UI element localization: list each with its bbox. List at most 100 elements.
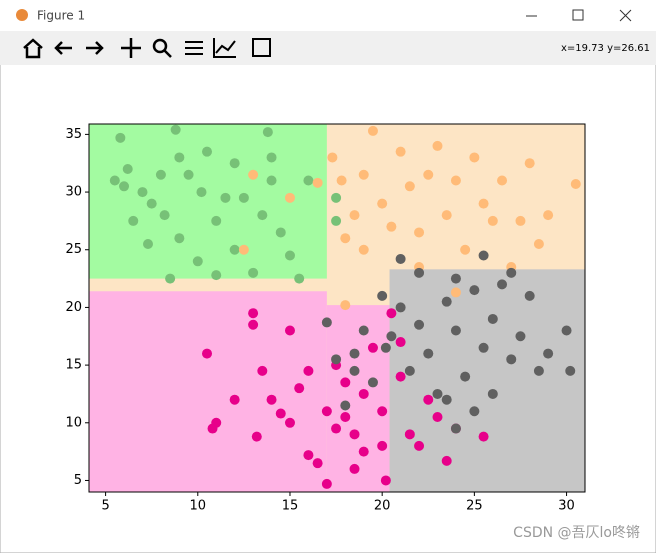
point <box>349 348 360 359</box>
app-icon <box>16 9 28 21</box>
point <box>284 417 295 428</box>
cursor-status: x=19.73 y=26.61 <box>561 43 650 54</box>
point <box>441 455 452 466</box>
point <box>211 270 222 281</box>
point <box>404 181 415 192</box>
y-tick-label: 5 <box>74 473 82 488</box>
point <box>340 400 351 411</box>
point <box>380 342 391 353</box>
home-button[interactable] <box>23 38 43 59</box>
point <box>358 244 369 255</box>
point <box>340 233 351 244</box>
point <box>202 348 213 359</box>
point <box>183 169 194 180</box>
point <box>303 365 314 376</box>
y-tick-label: 25 <box>65 242 82 257</box>
point <box>377 440 388 451</box>
point <box>404 429 415 440</box>
point <box>469 285 480 296</box>
point <box>395 253 406 264</box>
point <box>109 175 120 186</box>
point <box>432 140 443 151</box>
point <box>275 408 286 419</box>
point <box>146 198 157 209</box>
point <box>349 463 360 474</box>
point <box>487 313 498 324</box>
point <box>137 187 148 198</box>
point <box>165 273 176 284</box>
point <box>367 342 378 353</box>
point <box>340 300 351 311</box>
zoom-button[interactable] <box>152 38 172 58</box>
point <box>284 250 295 261</box>
point <box>331 354 342 365</box>
point <box>404 365 415 376</box>
point <box>414 227 425 238</box>
point <box>367 125 378 136</box>
point <box>386 331 397 342</box>
point <box>377 198 388 209</box>
point <box>386 308 397 319</box>
point <box>506 267 517 278</box>
save-button[interactable] <box>252 38 271 57</box>
point <box>395 302 406 313</box>
forward-button[interactable] <box>86 41 104 55</box>
point <box>238 244 249 255</box>
point <box>386 221 397 232</box>
close-button[interactable] <box>619 9 632 22</box>
point <box>414 319 425 330</box>
x-tick-label: 30 <box>558 499 575 514</box>
axes-button[interactable] <box>213 38 236 58</box>
point <box>460 371 471 382</box>
point <box>377 290 388 301</box>
point <box>497 175 508 186</box>
point <box>266 175 277 186</box>
point <box>294 383 305 394</box>
point <box>238 192 249 203</box>
point <box>349 429 360 440</box>
point <box>155 169 166 180</box>
point <box>414 440 425 451</box>
point <box>423 348 434 359</box>
point <box>220 192 231 203</box>
point <box>294 273 305 284</box>
y-tick-label: 15 <box>65 358 82 373</box>
point <box>257 365 268 376</box>
point <box>543 210 554 221</box>
point <box>358 325 369 336</box>
point <box>174 152 185 163</box>
point <box>248 308 259 319</box>
point <box>284 325 295 336</box>
point <box>211 417 222 428</box>
watermark: CSDN @吾仄lo咚锵 <box>513 525 640 541</box>
point <box>119 181 130 192</box>
point <box>275 227 286 238</box>
x-tick-label: 5 <box>101 499 109 514</box>
point <box>432 412 443 423</box>
point <box>358 446 369 457</box>
point <box>478 198 489 209</box>
pan-button[interactable] <box>121 38 141 58</box>
point <box>312 177 323 188</box>
y-tick-label: 35 <box>65 127 82 142</box>
point <box>487 215 498 226</box>
back-button[interactable] <box>54 41 72 55</box>
point <box>303 450 314 461</box>
point <box>377 406 388 417</box>
point <box>524 290 535 301</box>
maximize-button[interactable] <box>572 9 584 21</box>
point <box>432 388 443 399</box>
point <box>159 210 170 221</box>
point <box>284 192 295 203</box>
decision-region <box>89 291 327 492</box>
point <box>251 431 262 442</box>
point <box>349 365 360 376</box>
point <box>450 287 461 298</box>
point <box>331 423 342 434</box>
subplots-button[interactable] <box>185 41 203 55</box>
point <box>248 267 259 278</box>
point <box>327 152 338 163</box>
point <box>248 169 259 180</box>
point <box>312 458 323 469</box>
